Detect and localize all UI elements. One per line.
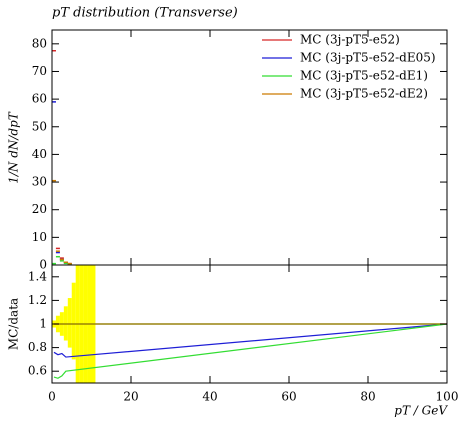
legend-label: MC (3j-pT5-e52-dE2) <box>300 87 428 101</box>
y-axis-label: MC/data <box>7 298 21 350</box>
x-tick-label: 20 <box>123 390 138 404</box>
y-tick-label: 70 <box>32 64 47 78</box>
legend-label: MC (3j-pT5-e52) <box>300 33 400 47</box>
x-tick-label: 100 <box>436 390 459 404</box>
y-tick-label: 1 <box>39 317 47 331</box>
legend-label: MC (3j-pT5-e52-dE05) <box>300 51 436 65</box>
chart-title: pT distribution (Transverse) <box>52 6 238 21</box>
y-tick-label: 30 <box>32 175 47 189</box>
y-axis-label: 1/N dN/dpT <box>7 111 21 184</box>
ratio-line <box>53 323 448 379</box>
uncertainty-band <box>67 298 72 348</box>
y-tick-label: 1.2 <box>28 293 47 307</box>
y-tick-label: 50 <box>32 119 47 133</box>
y-tick-label: 40 <box>32 147 47 161</box>
x-tick-label: 60 <box>281 390 296 404</box>
plot-frame <box>51 29 448 266</box>
ratio-line <box>53 323 448 358</box>
y-tick-label: 60 <box>32 92 47 106</box>
y-tick-label: 0.6 <box>28 364 47 378</box>
x-tick-label: 80 <box>360 390 375 404</box>
y-tick-label: 0.8 <box>28 340 47 354</box>
x-tick-label: 0 <box>48 390 56 404</box>
y-tick-label: 1.4 <box>28 269 47 283</box>
legend-label: MC (3j-pT5-e52-dE1) <box>300 69 428 83</box>
x-tick-label: 40 <box>202 390 217 404</box>
x-axis-label: pT / GeV <box>394 404 448 418</box>
y-tick-label: 80 <box>32 36 47 50</box>
y-tick-label: 10 <box>32 230 47 244</box>
y-tick-label: 0 <box>39 258 47 272</box>
uncertainty-band <box>71 282 76 360</box>
y-tick-label: 20 <box>32 202 47 216</box>
